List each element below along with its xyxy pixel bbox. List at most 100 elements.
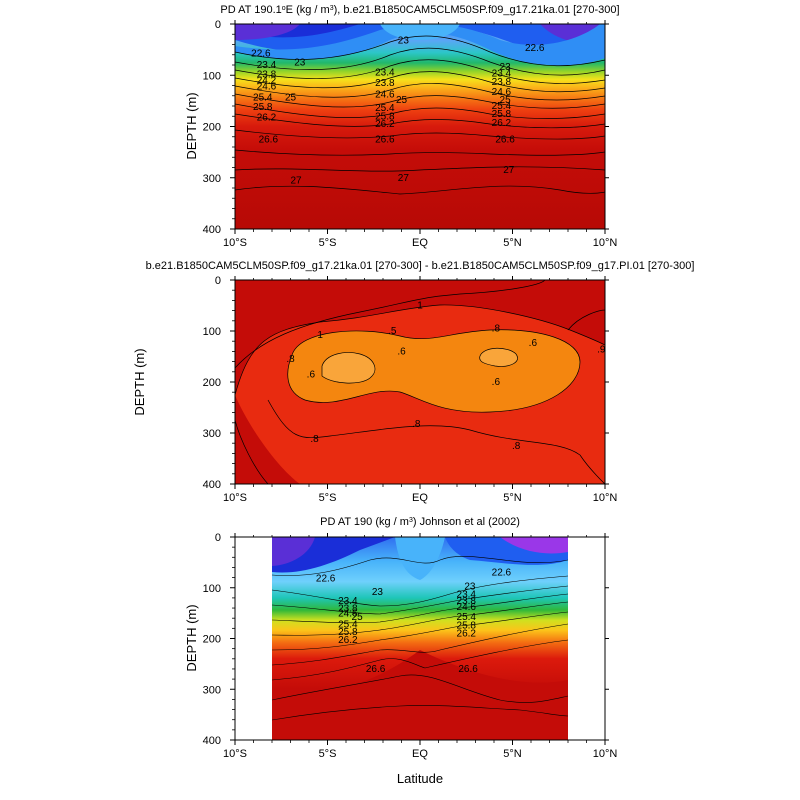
x-tick-label: EQ bbox=[412, 237, 428, 249]
contour-labels: 22.62322.62323.423.423.823.824.624.62525… bbox=[316, 568, 512, 675]
contour-label: 1 bbox=[417, 301, 423, 312]
contour-fill-band bbox=[380, 24, 460, 40]
panel-bottom-field: 22.62322.62323.423.423.823.824.624.62525… bbox=[272, 537, 568, 740]
contour-label: .5 bbox=[388, 326, 397, 337]
contour-label: 25.4 bbox=[338, 619, 358, 630]
contour-label: .6 bbox=[307, 369, 316, 380]
contour-label: 23 bbox=[294, 57, 306, 68]
contour-lines bbox=[272, 556, 568, 721]
contour-label: 26.6 bbox=[375, 134, 395, 145]
contour-label: 25 bbox=[396, 95, 408, 106]
contour-label: 24.2 bbox=[257, 75, 277, 86]
contour-label: 23 bbox=[464, 582, 476, 593]
panel-bottom-xlabel: Latitude bbox=[397, 771, 443, 786]
panel-bottom-ylabel: DEPTH (m) bbox=[184, 604, 199, 671]
contour-label: .8 bbox=[310, 434, 319, 445]
contour-label: 25.8 bbox=[253, 102, 273, 113]
contour-label: 23 bbox=[372, 587, 384, 598]
contour-label: 22.6 bbox=[525, 43, 545, 54]
y-tick-label: 100 bbox=[203, 326, 221, 338]
contour-label: 26.6 bbox=[458, 664, 478, 675]
contour-label: 26.2 bbox=[457, 628, 477, 639]
contour-label: 23 bbox=[500, 62, 512, 73]
contour-label: 23.8 bbox=[338, 604, 358, 615]
contour-lines bbox=[235, 35, 605, 195]
panel-mid-ylabel: DEPTH (m) bbox=[132, 348, 147, 415]
y-tick-label: 200 bbox=[203, 634, 221, 646]
contour-label: 23.8 bbox=[375, 78, 395, 89]
contour-label: 1 bbox=[317, 330, 323, 341]
x-tick-label: 5°S bbox=[319, 748, 337, 760]
y-tick-label: 300 bbox=[203, 428, 221, 440]
contour-label: 22.6 bbox=[316, 574, 336, 585]
contour-label: 25.4 bbox=[492, 101, 512, 112]
contour-label: 25 bbox=[285, 92, 297, 103]
contour-label: .8 bbox=[412, 419, 421, 430]
contour-label: 22.6 bbox=[492, 568, 512, 579]
contour-label: 27 bbox=[290, 175, 302, 186]
contour-label: 25.4 bbox=[457, 612, 477, 623]
contour-label: .8 bbox=[512, 441, 521, 452]
y-tick-label: 100 bbox=[203, 70, 221, 82]
contour-fill-band bbox=[322, 352, 375, 384]
y-tick-label: 0 bbox=[215, 19, 221, 31]
x-tick-label: EQ bbox=[412, 748, 428, 760]
contour-label: 23 bbox=[398, 35, 410, 46]
contour-fill-band bbox=[479, 348, 518, 367]
contour-label: 27 bbox=[503, 165, 515, 176]
contour-label: .6 bbox=[397, 346, 406, 357]
contour-label: 26.2 bbox=[492, 118, 512, 129]
contour-label: 24.6 bbox=[492, 87, 512, 98]
contour-label: 26.2 bbox=[257, 112, 277, 123]
x-tick-label: 10°S bbox=[223, 237, 247, 249]
x-tick-label: 5°N bbox=[503, 492, 522, 504]
x-tick-label: 10°S bbox=[223, 748, 247, 760]
contour-label: 25 bbox=[500, 95, 512, 106]
panel-top: PD AT 190.1oE (kg / m3), b.e21.B1850CAM5… bbox=[184, 4, 620, 249]
contour-label: 26.6 bbox=[259, 134, 279, 145]
panel-mid-field: 11.9.8.8.8.8.8.6.6.6.6.5 bbox=[235, 280, 605, 484]
y-tick-label: 100 bbox=[203, 583, 221, 595]
y-tick-label: 200 bbox=[203, 122, 221, 134]
contour-label: 24.6 bbox=[257, 82, 277, 93]
contour-label: 26.2 bbox=[375, 119, 395, 130]
contour-label: 24.6 bbox=[457, 602, 477, 613]
panel-mid: b.e21.B1850CAM5CLM50SP.f09_g17.21ka.01 [… bbox=[132, 260, 694, 504]
contour-label: 25.4 bbox=[253, 92, 273, 103]
panel-bottom: PD AT 190 (kg / m3) Johnson et al (2002) bbox=[184, 516, 617, 786]
x-tick-label: 5°S bbox=[319, 492, 337, 504]
contour-label: 22.6 bbox=[251, 49, 271, 60]
x-tick-label: EQ bbox=[412, 492, 428, 504]
contour-label: .8 bbox=[286, 354, 295, 365]
x-tick-label: 5°N bbox=[503, 748, 522, 760]
panel-bottom-title: PD AT 190 (kg / m3) Johnson et al (2002) bbox=[320, 516, 520, 528]
x-tick-label: 10°N bbox=[593, 237, 618, 249]
contour-label: 23.4 bbox=[338, 596, 358, 607]
contour-lines bbox=[235, 280, 605, 484]
contour-fill-band bbox=[272, 537, 315, 566]
contour-fill-band bbox=[395, 537, 445, 580]
contour-label: 23.4 bbox=[492, 69, 512, 80]
contour-label: 26.6 bbox=[366, 664, 386, 675]
y-tick-label: 300 bbox=[203, 684, 221, 696]
panel-mid-title: b.e21.B1850CAM5CLM50SP.f09_g17.21ka.01 [… bbox=[146, 260, 695, 272]
y-tick-label: 400 bbox=[203, 479, 221, 491]
panel-top-title: PD AT 190.1oE (kg / m3), b.e21.B1850CAM5… bbox=[220, 4, 619, 16]
contour-label: 23.4 bbox=[457, 589, 477, 600]
y-tick-label: 200 bbox=[203, 377, 221, 389]
x-tick-label: 10°S bbox=[223, 492, 247, 504]
contour-label: 23.8 bbox=[492, 77, 512, 88]
contour-label: 23.4 bbox=[257, 60, 277, 71]
contour-label: 27 bbox=[398, 173, 410, 184]
contour-label: 25.8 bbox=[457, 620, 477, 631]
contour-label: .8 bbox=[492, 323, 501, 334]
y-tick-label: 0 bbox=[215, 275, 221, 287]
contour-fill-band bbox=[500, 537, 568, 554]
contour-fill-band bbox=[235, 24, 300, 40]
contour-label: 24.6 bbox=[375, 90, 395, 101]
contour-label: 25.8 bbox=[492, 109, 512, 120]
contour-label: 25.8 bbox=[375, 111, 395, 122]
